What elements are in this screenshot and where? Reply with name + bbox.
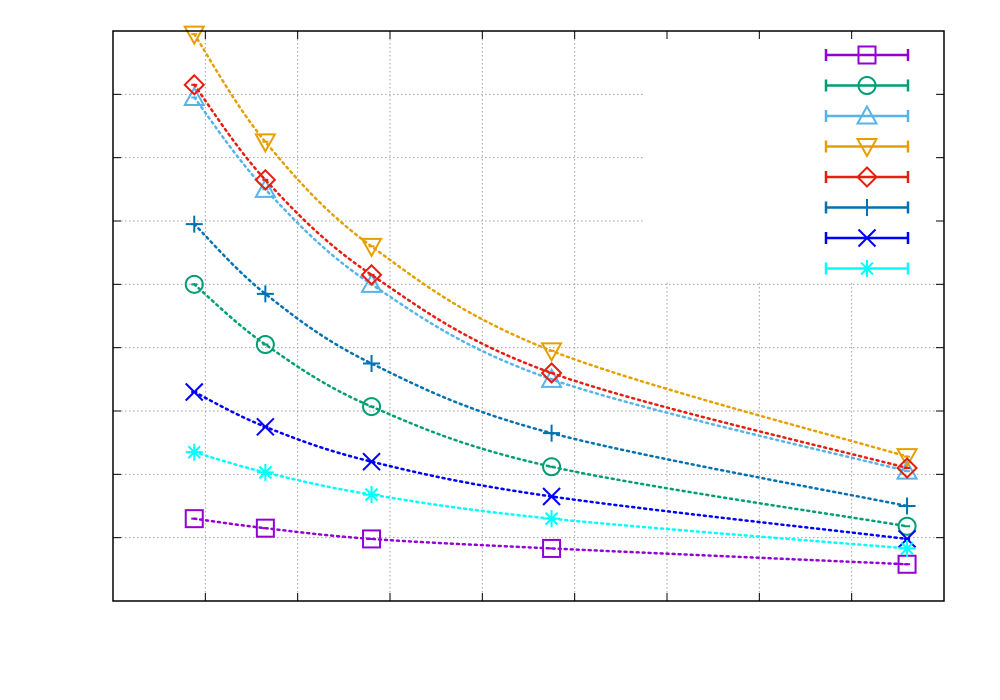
data-point xyxy=(185,215,203,233)
data-point xyxy=(184,274,204,294)
data-point xyxy=(542,487,561,506)
series-6 xyxy=(185,215,916,515)
data-point xyxy=(898,539,916,557)
legend-entry-5 xyxy=(824,166,910,188)
legend-entry-4 xyxy=(824,138,910,159)
data-point xyxy=(896,457,918,479)
square-marker xyxy=(857,45,877,65)
triangle-down-marker xyxy=(254,133,277,154)
square-marker xyxy=(184,509,204,529)
data-point xyxy=(543,510,561,528)
plot-frame xyxy=(112,30,945,602)
data-point xyxy=(254,168,277,191)
data-point xyxy=(543,424,561,442)
diamond-marker xyxy=(183,73,206,96)
circle-marker xyxy=(897,516,917,536)
data-point xyxy=(362,452,381,471)
series-4 xyxy=(183,25,919,469)
data-point xyxy=(857,45,877,65)
data-point xyxy=(183,73,206,96)
triangle-down-marker xyxy=(183,25,206,46)
circle-marker xyxy=(255,335,275,354)
fit-line xyxy=(193,83,909,470)
circle-marker xyxy=(184,274,204,294)
data-point xyxy=(542,457,562,477)
series-7 xyxy=(185,382,917,549)
diamond-marker xyxy=(856,166,878,188)
triangle-up-marker xyxy=(183,85,206,106)
triangle-down-marker xyxy=(855,138,879,159)
fit-line xyxy=(193,283,909,528)
diamond-marker xyxy=(540,362,563,384)
diamond-marker xyxy=(896,457,918,479)
data-point xyxy=(895,448,919,469)
diamond-marker xyxy=(254,168,277,191)
data-point xyxy=(856,166,878,188)
fit-line xyxy=(193,32,909,458)
data-point xyxy=(362,397,382,417)
legend-entry-2 xyxy=(824,76,910,95)
data-point xyxy=(857,76,877,95)
series-5 xyxy=(183,73,918,479)
data-point xyxy=(256,417,275,437)
legend xyxy=(824,45,910,277)
data-point xyxy=(256,285,274,303)
fit-line xyxy=(193,222,909,508)
data-point xyxy=(363,355,381,372)
series-8 xyxy=(185,443,916,557)
axis-ticks xyxy=(113,31,944,601)
data-point xyxy=(858,199,876,216)
circle-marker xyxy=(362,397,382,417)
data-point xyxy=(184,509,204,529)
data-point xyxy=(360,237,383,258)
data-point xyxy=(183,25,206,46)
data-point xyxy=(363,486,381,504)
triangle-down-marker xyxy=(895,448,919,469)
series-1 xyxy=(184,509,917,574)
data-point xyxy=(183,85,206,106)
legend-entry-1 xyxy=(824,45,910,65)
data-point xyxy=(255,518,275,538)
triangle-up-marker xyxy=(254,177,277,198)
data-point xyxy=(898,497,916,515)
triangle-down-marker xyxy=(360,237,383,258)
data-point xyxy=(857,228,877,248)
data-point xyxy=(362,529,382,549)
square-marker xyxy=(255,518,275,538)
data-point xyxy=(256,463,274,481)
circle-marker xyxy=(857,76,877,95)
series-2 xyxy=(184,274,917,536)
square-marker xyxy=(362,529,382,549)
circle-marker xyxy=(542,457,562,477)
data-point xyxy=(542,538,562,558)
legend-background xyxy=(645,34,941,282)
legend-entry-8 xyxy=(824,260,910,277)
data-point xyxy=(858,260,876,277)
square-marker xyxy=(542,538,562,558)
data-point xyxy=(540,362,563,384)
legend-box xyxy=(645,34,941,282)
data-point xyxy=(360,263,383,286)
data-point xyxy=(855,138,879,159)
data-point xyxy=(254,133,277,154)
data-point xyxy=(897,529,917,549)
triangle-up-marker xyxy=(855,104,879,125)
data-point xyxy=(540,342,563,363)
series-layer xyxy=(183,25,919,574)
data-point xyxy=(185,382,204,402)
triangle-down-marker xyxy=(540,342,563,363)
triangle-up-marker xyxy=(360,272,383,293)
data-point xyxy=(255,335,275,354)
data-point xyxy=(897,516,917,536)
legend-entry-6 xyxy=(824,199,910,216)
data-point xyxy=(855,104,879,125)
legend-entry-3 xyxy=(824,104,910,125)
legend-entry-7 xyxy=(824,228,910,248)
data-point xyxy=(185,443,203,461)
diamond-marker xyxy=(360,263,383,286)
